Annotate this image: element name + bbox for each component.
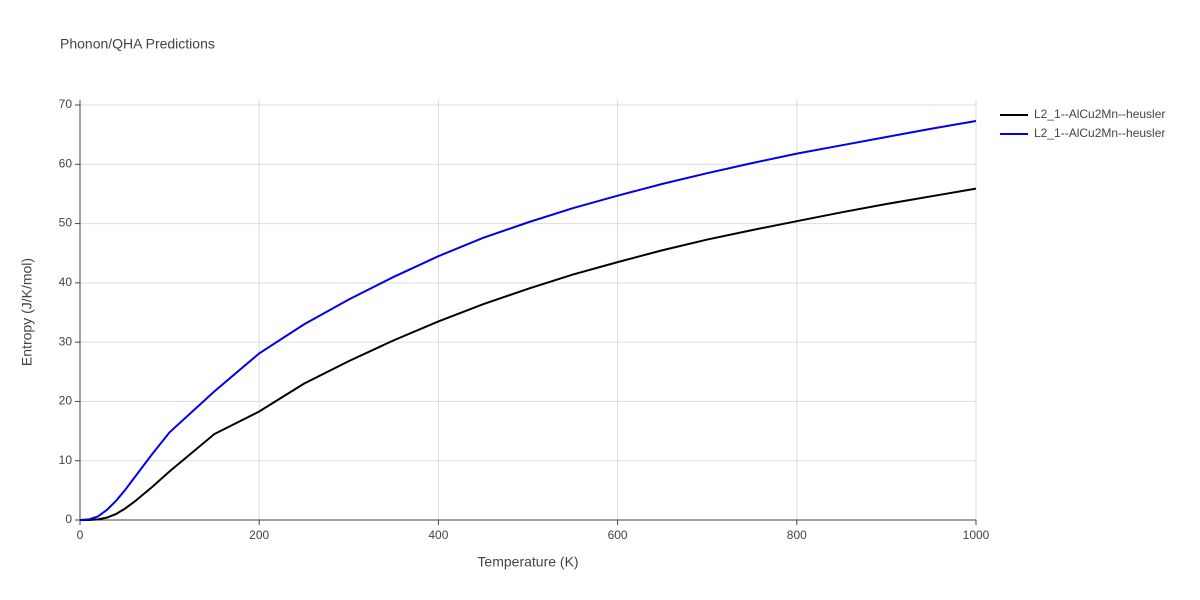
y-tick-label: 70 bbox=[59, 97, 73, 111]
line-series bbox=[80, 187, 977, 521]
line-series bbox=[79, 120, 977, 521]
y-tick-label: 50 bbox=[59, 216, 73, 230]
y-tick-label: 40 bbox=[59, 275, 73, 289]
y-tick-label: 10 bbox=[59, 453, 73, 467]
x-tick-label: 400 bbox=[428, 528, 448, 542]
legend-label: L2_1--AlCu2Mn--heusler bbox=[1034, 126, 1165, 140]
y-tick-label: 30 bbox=[59, 334, 73, 348]
y-tick-label: 0 bbox=[65, 512, 72, 526]
x-axis-title: Temperature (K) bbox=[477, 554, 578, 570]
y-axis-title: Entropy (J/K/mol) bbox=[19, 258, 35, 366]
x-tick-label: 0 bbox=[77, 528, 84, 542]
y-tick-label: 20 bbox=[59, 394, 73, 408]
x-tick-label: 200 bbox=[249, 528, 269, 542]
x-tick-label: 1000 bbox=[963, 528, 990, 542]
x-tick-label: 800 bbox=[787, 528, 807, 542]
legend-label: L2_1--AlCu2Mn--heusler bbox=[1034, 107, 1165, 121]
x-tick-label: 600 bbox=[608, 528, 628, 542]
y-tick-label: 60 bbox=[59, 156, 73, 170]
chart-title: Phonon/QHA Predictions bbox=[60, 36, 215, 52]
